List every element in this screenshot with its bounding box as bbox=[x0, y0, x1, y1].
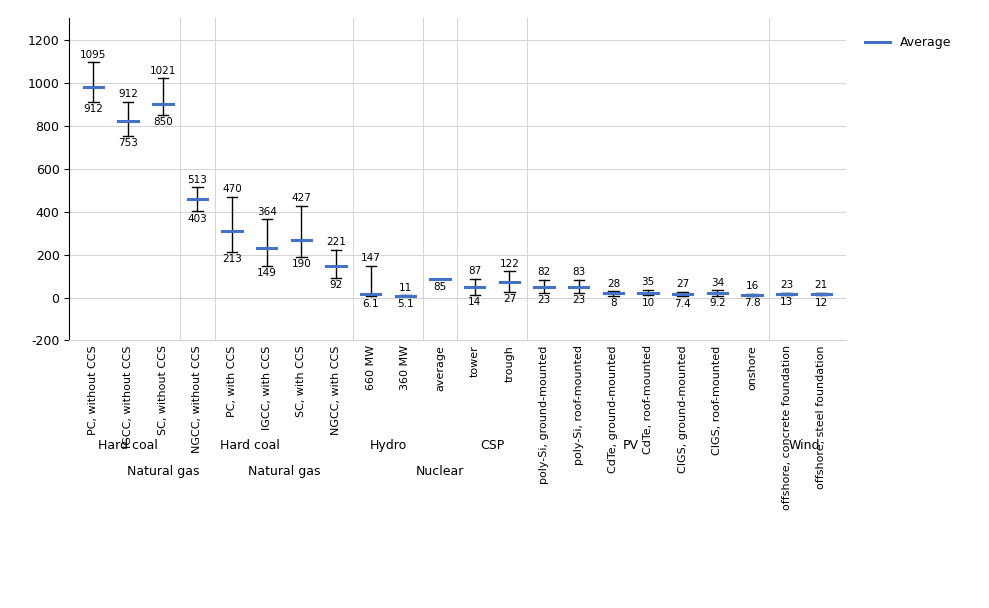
Text: 11: 11 bbox=[399, 283, 412, 292]
Legend: Average: Average bbox=[859, 31, 956, 54]
Text: 6.1: 6.1 bbox=[362, 299, 379, 309]
Text: PV: PV bbox=[623, 439, 639, 452]
Text: Natural gas: Natural gas bbox=[248, 465, 320, 477]
Text: 912: 912 bbox=[83, 104, 104, 114]
Text: 364: 364 bbox=[257, 207, 277, 216]
Text: 92: 92 bbox=[329, 280, 343, 291]
Text: 14: 14 bbox=[468, 297, 482, 307]
Text: 28: 28 bbox=[607, 279, 620, 289]
Text: 13: 13 bbox=[780, 297, 793, 307]
Text: 23: 23 bbox=[572, 295, 585, 305]
Text: 147: 147 bbox=[361, 254, 381, 263]
Text: 753: 753 bbox=[119, 139, 138, 148]
Text: 470: 470 bbox=[223, 184, 242, 194]
Text: 23: 23 bbox=[780, 280, 793, 290]
Text: 7.8: 7.8 bbox=[744, 299, 761, 308]
Text: Hard coal: Hard coal bbox=[98, 439, 158, 452]
Text: 122: 122 bbox=[499, 259, 519, 269]
Text: 5.1: 5.1 bbox=[398, 299, 413, 309]
Text: 23: 23 bbox=[537, 295, 551, 305]
Text: CSP: CSP bbox=[480, 439, 504, 452]
Text: 912: 912 bbox=[119, 89, 138, 99]
Text: 213: 213 bbox=[223, 254, 242, 264]
Text: 10: 10 bbox=[642, 298, 655, 308]
Text: Hydro: Hydro bbox=[370, 439, 406, 452]
Text: 83: 83 bbox=[572, 267, 585, 277]
Text: 190: 190 bbox=[292, 259, 312, 269]
Text: Wind: Wind bbox=[788, 439, 820, 452]
Text: Nuclear: Nuclear bbox=[416, 465, 464, 477]
Text: 403: 403 bbox=[188, 213, 208, 224]
Text: 21: 21 bbox=[815, 280, 828, 291]
Text: 27: 27 bbox=[502, 294, 516, 304]
Text: 12: 12 bbox=[815, 297, 828, 308]
Text: 8: 8 bbox=[610, 299, 617, 308]
Text: 85: 85 bbox=[433, 282, 447, 292]
Text: 850: 850 bbox=[153, 117, 173, 128]
Text: 1021: 1021 bbox=[149, 66, 176, 75]
Text: 9.2: 9.2 bbox=[709, 298, 726, 308]
Text: 7.4: 7.4 bbox=[674, 299, 691, 308]
Text: 1095: 1095 bbox=[80, 50, 107, 60]
Text: Natural gas: Natural gas bbox=[127, 465, 199, 477]
Text: 221: 221 bbox=[326, 238, 346, 247]
Text: 82: 82 bbox=[537, 268, 551, 277]
Text: Hard coal: Hard coal bbox=[220, 439, 280, 452]
Text: 34: 34 bbox=[711, 278, 724, 288]
Text: 513: 513 bbox=[188, 174, 208, 185]
Text: 35: 35 bbox=[642, 277, 655, 288]
Text: 27: 27 bbox=[676, 279, 689, 289]
Text: 149: 149 bbox=[257, 268, 277, 278]
Text: 87: 87 bbox=[468, 266, 482, 276]
Text: 16: 16 bbox=[746, 282, 759, 291]
Text: 427: 427 bbox=[292, 193, 312, 203]
